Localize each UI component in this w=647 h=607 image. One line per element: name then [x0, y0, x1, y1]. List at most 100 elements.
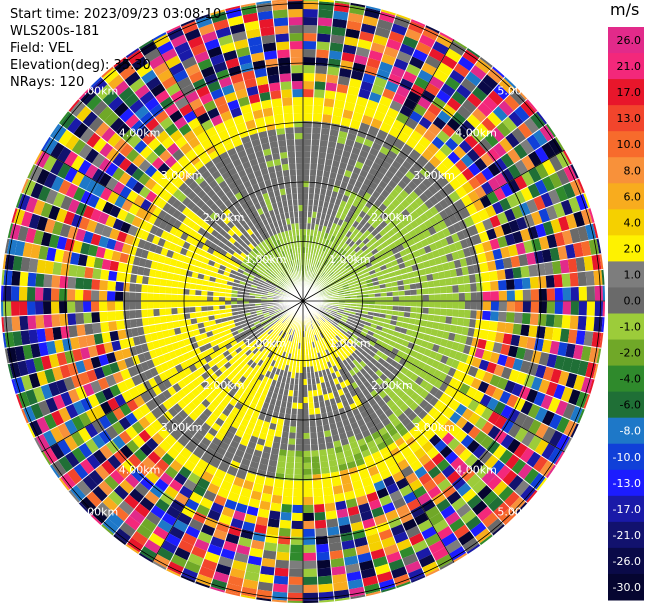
velocity-cell — [160, 362, 170, 372]
velocity-cell — [336, 285, 343, 290]
velocity-cell — [44, 218, 56, 234]
velocity-cell — [213, 301, 220, 306]
velocity-cell — [249, 250, 257, 257]
velocity-cell — [112, 152, 126, 167]
velocity-cell — [44, 327, 55, 342]
velocity-cell — [172, 382, 182, 393]
velocity-cell — [315, 255, 321, 262]
velocity-cell — [251, 338, 259, 346]
velocity-cell — [478, 137, 493, 153]
velocity-cell — [224, 498, 238, 511]
velocity-cell — [286, 313, 291, 319]
velocity-cell — [493, 187, 507, 202]
velocity-cell — [27, 423, 36, 439]
velocity-cell — [147, 276, 155, 286]
velocity-cell — [132, 153, 146, 168]
velocity-cell — [303, 366, 307, 373]
velocity-cell — [227, 365, 236, 374]
velocity-cell — [354, 457, 366, 467]
velocity-cell — [237, 255, 245, 262]
velocity-cell — [335, 281, 342, 287]
velocity-cell — [235, 229, 243, 238]
velocity-cell — [306, 372, 312, 379]
velocity-cell — [125, 543, 140, 555]
velocity-cell — [498, 485, 515, 502]
velocity-cell — [258, 373, 265, 382]
velocity-cell — [411, 176, 422, 187]
velocity-cell — [199, 497, 214, 510]
velocity-cell — [83, 278, 93, 290]
velocity-cell — [461, 363, 472, 375]
velocity-cell — [261, 264, 268, 271]
velocity-cell — [367, 125, 380, 137]
velocity-cell — [228, 167, 238, 177]
velocity-cell — [325, 82, 338, 92]
velocity-cell — [148, 532, 165, 547]
velocity-cell — [418, 399, 429, 410]
velocity-cell — [466, 148, 481, 163]
velocity-cell — [399, 43, 416, 57]
velocity-cell — [328, 316, 335, 321]
velocity-cell — [99, 290, 108, 301]
velocity-cell — [395, 504, 411, 517]
velocity-cell — [378, 61, 394, 74]
velocity-cell — [356, 418, 366, 428]
velocity-cell — [312, 335, 316, 342]
velocity-cell — [367, 376, 376, 385]
velocity-cell — [329, 339, 335, 347]
velocity-cell — [319, 455, 329, 463]
velocity-cell — [492, 444, 507, 460]
velocity-cell — [313, 193, 320, 201]
velocity-cell — [207, 509, 222, 522]
velocity-cell — [492, 480, 509, 497]
velocity-cell — [372, 240, 381, 249]
velocity-cell — [353, 245, 361, 253]
velocity-cell — [264, 325, 271, 332]
velocity-cell — [79, 241, 91, 256]
velocity-cell — [504, 355, 516, 369]
velocity-cell — [271, 441, 281, 450]
velocity-cell — [133, 448, 148, 463]
velocity-cell — [425, 25, 441, 34]
velocity-cell — [210, 475, 224, 488]
velocity-cell — [345, 93, 358, 104]
velocity-cell — [448, 517, 466, 533]
velocity-cell — [370, 472, 383, 484]
velocity-cell — [316, 169, 324, 177]
velocity-cell — [229, 483, 243, 496]
velocity-cell — [397, 131, 410, 144]
velocity-cell — [99, 444, 114, 460]
velocity-cell — [249, 301, 256, 304]
velocity-cell — [378, 228, 387, 237]
velocity-cell — [167, 205, 177, 217]
velocity-cell — [241, 432, 252, 442]
velocity-cell — [182, 430, 194, 441]
velocity-cell — [366, 361, 375, 369]
velocity-cell — [76, 105, 92, 123]
velocity-cell — [174, 229, 184, 239]
velocity-cell — [137, 416, 151, 430]
velocity-cell — [267, 307, 275, 311]
velocity-cell — [208, 315, 215, 321]
velocity-cell — [323, 98, 335, 108]
velocity-cell — [113, 484, 130, 501]
velocity-cell — [236, 237, 244, 245]
velocity-cell — [526, 451, 542, 468]
velocity-cell — [192, 143, 205, 156]
velocity-cell — [188, 180, 199, 191]
velocity-cell — [163, 336, 172, 346]
velocity-cell — [291, 329, 296, 336]
velocity-cell — [330, 557, 345, 568]
velocity-cell — [102, 201, 115, 215]
velocity-cell — [68, 324, 78, 338]
velocity-cell — [338, 347, 345, 355]
velocity-cell — [141, 317, 149, 327]
velocity-cell — [321, 282, 328, 287]
velocity-cell — [288, 383, 295, 391]
velocity-cell — [87, 393, 100, 409]
velocity-cell — [324, 195, 331, 203]
velocity-cell — [185, 344, 194, 353]
velocity-cell — [326, 447, 336, 456]
velocity-cell — [70, 373, 83, 389]
velocity-cell — [354, 432, 365, 442]
